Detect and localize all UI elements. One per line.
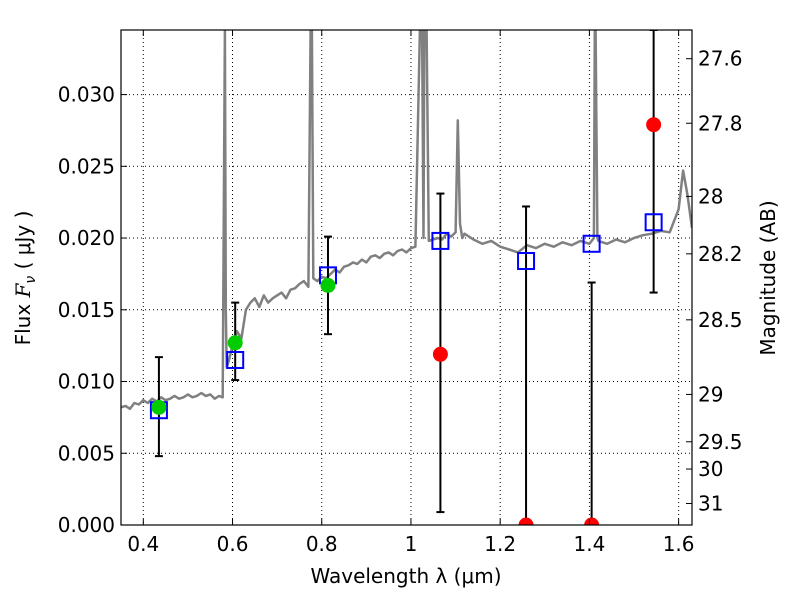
upper-limit-point	[646, 117, 662, 133]
y-axis-title-subscript: ν	[23, 276, 39, 284]
x-tick-label: 0.8	[306, 532, 338, 556]
upper-limit-point	[584, 517, 600, 525]
y-axis-title-pre: Flux	[11, 297, 35, 345]
detection-point	[227, 335, 243, 351]
spectrum-line	[121, 30, 692, 411]
mag-tick-label: 31	[698, 491, 723, 515]
x-tick-label: 1.4	[573, 532, 605, 556]
mag-tick-label: 29.5	[698, 430, 743, 454]
y-tick-label: 0.030	[58, 83, 115, 107]
right-axis-title: Magnitude (AB)	[756, 200, 780, 355]
model-box-marker	[431, 231, 450, 250]
mag-tick-label: 29	[698, 382, 723, 406]
y-axis-title: Flux Fν ( μJy )	[11, 211, 39, 346]
y-tick-label: 0.010	[58, 370, 115, 394]
model-box-marker	[644, 213, 663, 232]
y-tick-label: 0.015	[58, 298, 115, 322]
mag-tick-label: 28	[698, 184, 723, 208]
tick-labels: 0.4 0.6 0.8 1 1.2 1.4 1.6 0.000 0.005 0.010 0.015 0…	[58, 47, 743, 556]
mag-tick-label: 27.8	[698, 111, 743, 135]
model-box-marker	[582, 234, 601, 253]
mag-tick-label: 28.5	[698, 308, 743, 332]
x-tick-label: 1	[405, 532, 418, 556]
mag-tick-label: 27.6	[698, 47, 743, 71]
x-tick-label: 0.6	[217, 532, 249, 556]
y-tick-label: 0.025	[58, 154, 115, 178]
marker-layer	[149, 30, 663, 525]
detection-point	[320, 277, 336, 293]
model-box-marker	[517, 252, 536, 270]
y-axis-title-post: ( μJy )	[11, 211, 35, 276]
x-tick-label: 0.4	[127, 532, 159, 556]
spectrum-layer	[121, 30, 692, 411]
x-axis-title: Wavelength λ (μm)	[310, 564, 501, 588]
y-tick-label: 0.000	[58, 513, 115, 537]
upper-limit-point	[518, 517, 534, 525]
mag-tick-label: 30	[698, 457, 723, 481]
y-axis-title-symbol: F	[11, 282, 35, 298]
upper-limit-point	[432, 346, 448, 362]
grid-lines	[121, 30, 692, 526]
plot-frame	[120, 29, 693, 526]
x-tick-label: 1.2	[484, 532, 516, 556]
tick-marks	[121, 30, 692, 526]
mag-tick-label: 28.2	[698, 242, 743, 266]
x-tick-label: 1.6	[663, 532, 695, 556]
detection-point	[151, 399, 167, 415]
y-tick-label: 0.020	[58, 226, 115, 250]
model-box-marker	[226, 351, 245, 369]
plot-background	[121, 30, 692, 525]
y-tick-label: 0.005	[58, 441, 115, 465]
